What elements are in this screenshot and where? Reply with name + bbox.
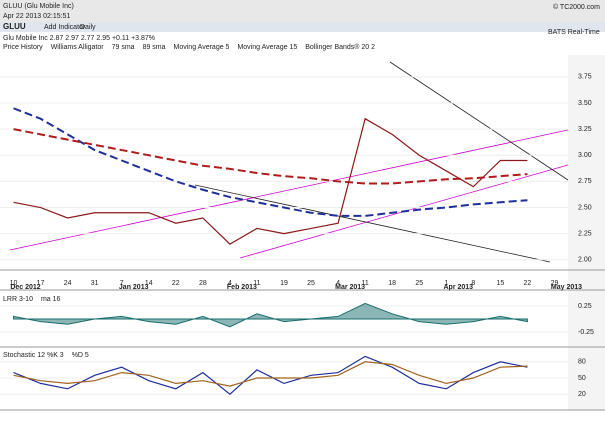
x-tick-label: 1 bbox=[444, 280, 448, 287]
y-tick-label: 3.50 bbox=[578, 100, 592, 107]
x-tick-label: 18 bbox=[388, 280, 396, 287]
series-line bbox=[13, 107, 528, 217]
legend-entry: %D 5 bbox=[72, 352, 89, 359]
month-label: Feb 2013 bbox=[227, 284, 257, 291]
toolbar bbox=[0, 22, 605, 32]
month-label: Mar 2013 bbox=[335, 284, 365, 291]
x-tick-label: 15 bbox=[496, 280, 504, 287]
x-tick-label: 25 bbox=[307, 280, 315, 287]
y-tick-label: 3.00 bbox=[578, 152, 592, 159]
legend-entry: Stochastic 12 %K 3 bbox=[3, 352, 64, 359]
month-label: Dec 2012 bbox=[10, 284, 40, 291]
y-tick-label: 2.50 bbox=[578, 204, 592, 211]
x-tick-label: 7 bbox=[120, 280, 124, 287]
x-tick-label: 31 bbox=[91, 280, 99, 287]
brand: © TC2000.com bbox=[553, 3, 600, 11]
legend-entry: Moving Average 5 bbox=[174, 44, 230, 51]
x-tick-label: 11 bbox=[362, 280, 369, 287]
window-title: GLUU (Glu Mobile Inc) bbox=[3, 3, 74, 10]
legend-entry: Williams Alligator bbox=[51, 44, 105, 51]
month-label: Apr 2013 bbox=[443, 284, 473, 291]
period[interactable]: Daily bbox=[80, 24, 96, 31]
x-tick-label: 8 bbox=[471, 280, 475, 287]
y-tick-label: 2.75 bbox=[578, 178, 592, 185]
trend-line bbox=[9, 129, 569, 251]
y-tick-label: 2.25 bbox=[578, 230, 592, 237]
axis-column bbox=[568, 55, 605, 410]
month-label: May 2013 bbox=[551, 284, 582, 291]
symbol[interactable]: GLUU bbox=[3, 22, 26, 31]
legend-entry: Moving Average 15 bbox=[237, 44, 297, 51]
trend-line bbox=[389, 61, 569, 181]
series-line bbox=[13, 355, 528, 395]
y-tick-label: 3.25 bbox=[578, 126, 592, 133]
x-tick-label: 25 bbox=[415, 280, 423, 287]
x-tick-label: 10 bbox=[10, 280, 18, 287]
legend-entry: 89 sma bbox=[143, 44, 166, 51]
y-tick-label: -0.25 bbox=[578, 329, 594, 336]
title-bar bbox=[0, 0, 605, 22]
series-line bbox=[13, 117, 528, 245]
x-tick-label: 4 bbox=[336, 280, 340, 287]
legend-entry: 79 sma bbox=[112, 44, 135, 51]
y-tick-label: 20 bbox=[578, 391, 586, 398]
x-tick-label: 22 bbox=[524, 280, 532, 287]
x-tick-label: 28 bbox=[199, 280, 207, 287]
x-tick-label: 19 bbox=[280, 280, 288, 287]
x-tick-label: 14 bbox=[145, 280, 153, 287]
x-tick-label: 22 bbox=[172, 280, 180, 287]
legend-entry: LRR 3-10 bbox=[3, 296, 33, 303]
legend-entry: Price History bbox=[3, 44, 43, 51]
legend-entry: Bollinger Bands® 20 2 bbox=[305, 43, 375, 51]
y-tick-label: 80 bbox=[578, 359, 586, 366]
x-tick-label: 29 bbox=[551, 280, 559, 287]
add-indicator[interactable]: Add Indicator bbox=[44, 24, 86, 31]
trend-line bbox=[194, 184, 551, 263]
y-tick-label: 2.00 bbox=[578, 257, 592, 264]
month-label: Jan 2013 bbox=[119, 284, 149, 291]
timestamp: Apr 22 2013 02:15:51 bbox=[3, 13, 70, 20]
y-tick-label: 50 bbox=[578, 375, 586, 382]
feed: BATS Real-Time bbox=[548, 29, 600, 36]
y-tick-label: 0.25 bbox=[578, 303, 592, 310]
series-line bbox=[13, 361, 528, 387]
x-tick-label: 24 bbox=[64, 280, 72, 287]
area bbox=[13, 302, 528, 328]
x-tick-label: 4 bbox=[228, 280, 232, 287]
y-tick-label: 3.75 bbox=[578, 74, 592, 81]
x-tick-label: 17 bbox=[37, 280, 45, 287]
quote: Glu Mobile Inc 2.87 2.97 2.77 2.95 +0.11… bbox=[3, 35, 155, 42]
legend-entry: ma 16 bbox=[41, 296, 61, 303]
series-line bbox=[13, 128, 528, 185]
x-tick-label: 11 bbox=[253, 280, 260, 287]
